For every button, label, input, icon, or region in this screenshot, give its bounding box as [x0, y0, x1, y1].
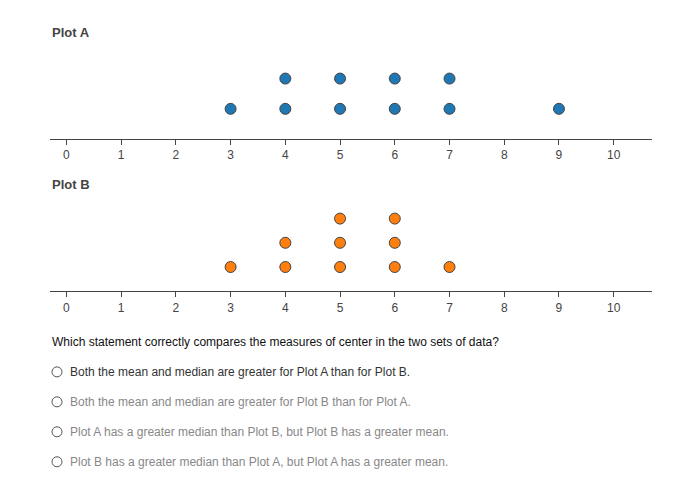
svg-text:0: 0: [63, 148, 70, 162]
svg-text:Plot B: Plot B: [52, 177, 90, 192]
svg-text:Both the mean and median are g: Both the mean and median are greater for…: [70, 365, 410, 379]
svg-text:8: 8: [501, 301, 508, 315]
svg-text:Both the mean and median are g: Both the mean and median are greater for…: [70, 395, 411, 409]
svg-text:2: 2: [173, 301, 180, 315]
svg-text:Which statement correctly comp: Which statement correctly compares the m…: [52, 335, 499, 349]
svg-text:Plot A has a greater median th: Plot A has a greater median than Plot B,…: [70, 425, 449, 439]
svg-text:7: 7: [446, 301, 453, 315]
svg-text:10: 10: [607, 301, 621, 315]
svg-text:9: 9: [556, 148, 563, 162]
svg-text:1: 1: [118, 148, 125, 162]
svg-text:2: 2: [173, 148, 180, 162]
svg-text:5: 5: [337, 301, 344, 315]
svg-text:10: 10: [607, 148, 621, 162]
svg-text:0: 0: [63, 301, 70, 315]
svg-text:1: 1: [118, 301, 125, 315]
svg-text:Plot B has a greater median th: Plot B has a greater median than Plot A,…: [70, 455, 448, 469]
svg-text:3: 3: [227, 148, 234, 162]
svg-text:7: 7: [446, 148, 453, 162]
svg-text:4: 4: [282, 148, 289, 162]
svg-text:3: 3: [227, 301, 234, 315]
svg-text:6: 6: [391, 148, 398, 162]
svg-text:9: 9: [556, 301, 563, 315]
svg-text:5: 5: [337, 148, 344, 162]
svg-text:8: 8: [501, 148, 508, 162]
svg-text:Plot A: Plot A: [52, 25, 90, 40]
svg-text:6: 6: [391, 301, 398, 315]
svg-text:4: 4: [282, 301, 289, 315]
